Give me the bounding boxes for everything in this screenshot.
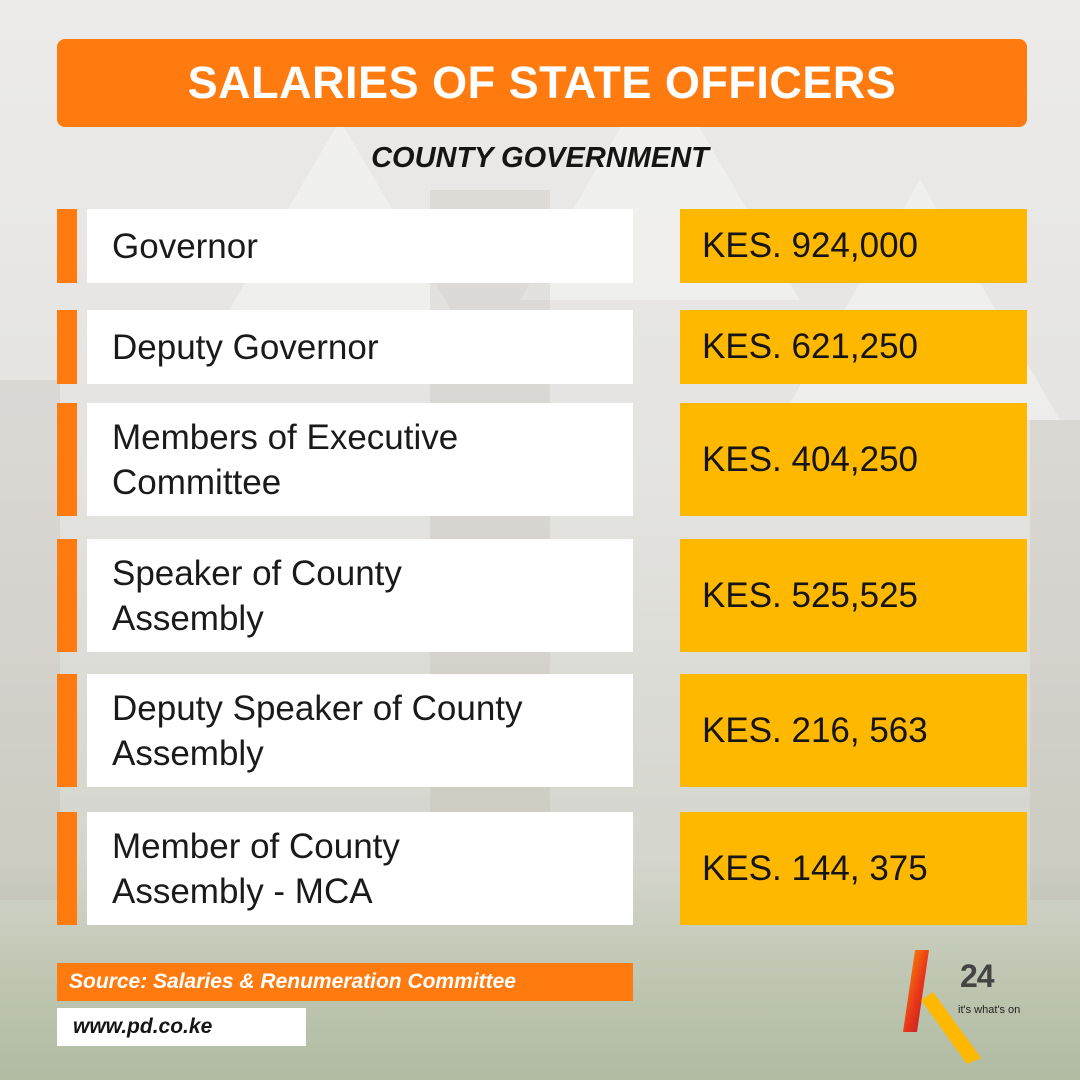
- row-accent-bar: [57, 403, 77, 516]
- role-label-box: Deputy Speaker of County Assembly: [87, 674, 633, 787]
- salary-row: Deputy Speaker of County Assembly KES. 2…: [57, 674, 1027, 787]
- source-text: Source: Salaries & Renumeration Committe…: [69, 970, 516, 993]
- salary-value: KES. 144, 375: [702, 848, 928, 888]
- background-building: [0, 380, 60, 900]
- role-label: Member of County Assembly - MCA: [112, 826, 400, 911]
- salary-value-box: KES. 216, 563: [680, 674, 1027, 787]
- role-label-box: Speaker of County Assembly: [87, 539, 633, 652]
- role-label-box: Members of Executive Committee: [87, 403, 633, 516]
- salary-value-box: KES. 144, 375: [680, 812, 1027, 925]
- role-label: Speaker of County Assembly: [112, 553, 402, 638]
- role-label: Deputy Governor: [112, 327, 379, 367]
- role-label: Governor: [112, 226, 258, 266]
- background-building: [1030, 420, 1080, 900]
- salary-row: Member of County Assembly - MCA KES. 144…: [57, 812, 1027, 925]
- logo-mark-text: 24: [960, 958, 995, 994]
- salary-value-box: KES. 404,250: [680, 403, 1027, 516]
- salary-value-box: KES. 525,525: [680, 539, 1027, 652]
- source-banner: Source: Salaries & Renumeration Committe…: [57, 963, 633, 1001]
- row-accent-bar: [57, 812, 77, 925]
- salary-row: Deputy Governor KES. 621,250: [57, 310, 1027, 384]
- salary-value: KES. 621,250: [702, 327, 918, 366]
- row-accent-bar: [57, 674, 77, 787]
- role-label: Deputy Speaker of County Assembly: [112, 688, 523, 773]
- salary-value: KES. 216, 563: [702, 710, 928, 750]
- page-subtitle: COUNTY GOVERNMENT: [371, 142, 709, 174]
- k24-logo-icon: [903, 950, 981, 1064]
- role-label-box: Deputy Governor: [87, 310, 633, 384]
- logo-tagline: it's what's on: [958, 1004, 1021, 1016]
- website-banner: www.pd.co.ke: [57, 1008, 306, 1046]
- row-accent-bar: [57, 310, 77, 384]
- title-banner: SALARIES OF STATE OFFICERS: [57, 39, 1027, 127]
- salary-row: Speaker of County Assembly KES. 525,525: [57, 539, 1027, 652]
- k-stem-shape: [903, 950, 929, 1032]
- salary-value: KES. 404,250: [702, 439, 918, 479]
- salary-value-box: KES. 924,000: [680, 209, 1027, 283]
- k-leg-shape: [921, 992, 981, 1064]
- role-label: Members of Executive Committee: [112, 417, 459, 502]
- salary-value: KES. 525,525: [702, 575, 918, 615]
- salary-row: Governor KES. 924,000: [57, 209, 1027, 283]
- salary-value: KES. 924,000: [702, 226, 918, 265]
- role-label-box: Governor: [87, 209, 633, 283]
- website-url: www.pd.co.ke: [73, 1015, 213, 1038]
- row-accent-bar: [57, 209, 77, 283]
- salary-value-box: KES. 621,250: [680, 310, 1027, 384]
- row-accent-bar: [57, 539, 77, 652]
- page-title: SALARIES OF STATE OFFICERS: [187, 57, 897, 108]
- role-label-box: Member of County Assembly - MCA: [87, 812, 633, 925]
- salary-row: Members of Executive Committee KES. 404,…: [57, 403, 1027, 516]
